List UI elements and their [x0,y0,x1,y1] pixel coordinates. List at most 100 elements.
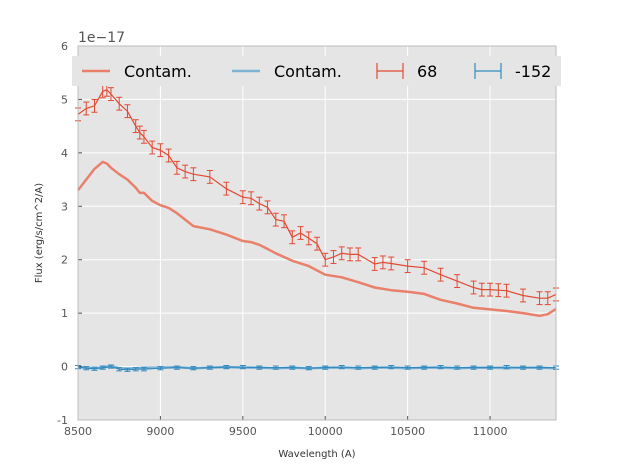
plot-background [78,46,556,420]
legend-label: -152 [515,62,551,81]
y-tick-label: 3 [61,200,68,213]
error-bar [503,283,510,298]
error-bar [91,98,98,113]
error-bar [421,260,428,275]
legend-entry: 68 [376,62,437,81]
error-bar [355,365,362,370]
error-bar [281,214,288,229]
error-bar [346,247,353,262]
error-bar [371,257,378,271]
error-bar [124,367,131,372]
legend-entry: -152 [474,62,551,81]
series-2 [75,82,559,306]
series-0 [77,160,557,318]
error-bar [355,247,362,262]
error-bar [314,236,320,251]
y-tick-label: 2 [61,254,68,267]
x-tick-label: 9000 [146,425,174,438]
error-bar [239,365,246,370]
error-bar [371,365,378,370]
error-bar [379,255,386,270]
y-tick-label: 6 [61,40,68,53]
error-bar [107,87,114,101]
error-bar [165,148,172,163]
y-tick-label: -1 [57,414,68,427]
error-bar [99,365,106,370]
error-bar [248,191,255,206]
error-bar [520,288,527,303]
error-bar [322,365,329,370]
error-bar [173,160,180,175]
legend-label: Contam. [274,62,342,81]
error-bar [437,365,444,370]
error-bar [454,365,461,370]
legend-label: Contam. [124,62,192,81]
error-bar [272,365,279,370]
legend-swatch [474,63,502,79]
error-bar [470,365,477,370]
error-bar [437,267,444,282]
error-bar [544,291,551,306]
series-line [77,365,556,371]
error-bar [116,367,123,372]
plot-frame [77,45,557,421]
y-tick-label: 4 [61,147,68,160]
error-bar [297,226,304,240]
error-bar [157,366,164,371]
legend-label: 68 [417,62,437,81]
error-bar [206,365,213,370]
error-bar [487,365,494,370]
error-bar [388,365,395,370]
error-bar [173,365,180,370]
y-tick-label: 0 [61,361,68,374]
error-bar [91,366,98,371]
error-bar [503,365,510,370]
error-bar [124,104,131,119]
series-line [77,160,557,318]
error-bar [536,291,543,306]
error-bar [132,119,139,134]
y-tick-label: 1 [61,307,68,320]
legend: Contam. Contam. 68 -152 [72,56,561,86]
error-bar [305,231,312,246]
x-tick-label: 10000 [308,425,343,438]
x-tick-label: 10500 [390,425,425,438]
error-bar [421,365,428,370]
error-bar [404,365,411,370]
y-offset-label: 1e−17 [78,30,125,46]
error-bar [206,169,213,184]
error-bar [190,167,197,182]
x-tick-label: 9500 [229,425,257,438]
error-bar [157,143,164,158]
error-bar [239,190,246,205]
axes: 8500 9000 9500 10000 10500 11000 -1 0 1 2 3 4 5 6 [57,40,557,438]
error-bar [495,283,502,298]
error-bar [289,365,296,370]
error-bar [478,282,485,297]
error-bar [140,367,147,372]
error-bar [520,365,527,370]
legend-swatch [376,63,404,79]
error-bar [256,196,263,211]
error-bar [83,366,90,371]
y-axis-label: Flux (erg/s/cm^2/A) [34,183,45,283]
error-bar [272,212,279,227]
error-bar [182,164,189,179]
y-tick-label: 5 [61,93,68,106]
error-bar [388,256,395,271]
x-tick-label: 8500 [64,425,92,438]
error-bar [330,250,337,264]
error-bar [487,282,494,297]
error-bar [404,259,411,274]
error-bar [107,364,114,369]
error-bar [140,129,147,144]
error-bar [149,140,156,155]
error-bar [454,274,461,288]
series-3 [75,364,559,372]
error-bar [136,125,143,140]
error-bar [338,365,345,370]
error-bar [223,365,230,370]
error-bar [190,366,197,371]
legend-entry: Contam. [232,62,342,81]
